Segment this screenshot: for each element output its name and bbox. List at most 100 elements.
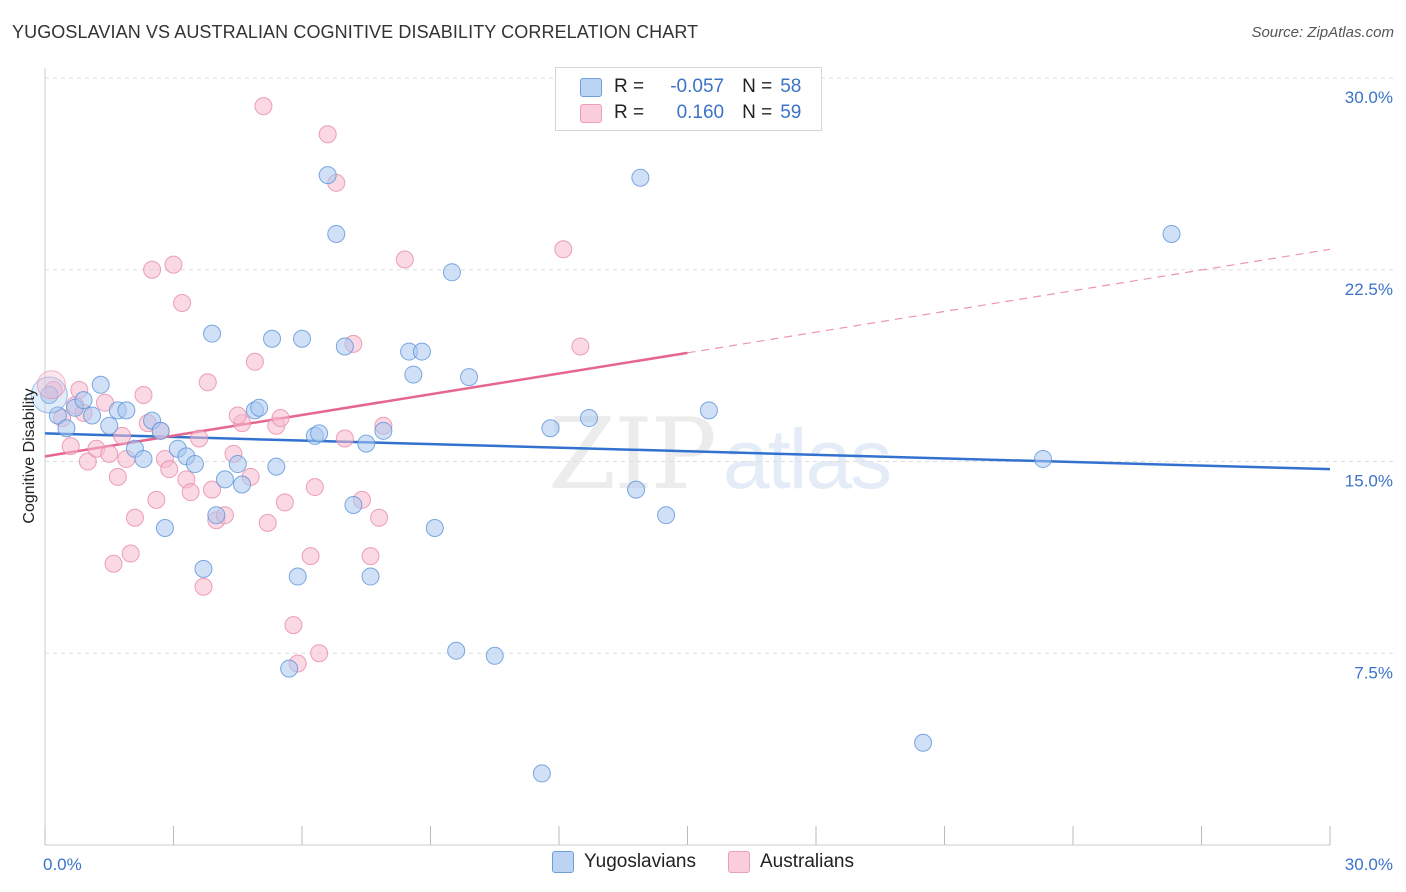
- series-swatch-blue: [552, 851, 575, 873]
- point-australian: [134, 386, 153, 405]
- legend-r-label: R =: [614, 102, 645, 123]
- chart-title: YUGOSLAVIAN VS AUSTRALIAN COGNITIVE DISA…: [12, 22, 699, 42]
- point-australian: [190, 429, 209, 448]
- point-australian: [125, 508, 144, 527]
- point-yugoslavian: [293, 329, 311, 348]
- series-legend-australians: Australians: [727, 851, 854, 873]
- point-yugoslavian: [412, 342, 431, 361]
- legend-n-value: 58: [780, 76, 802, 97]
- series-name: Australians: [759, 851, 854, 872]
- point-yugoslavian: [155, 518, 174, 537]
- point-australian: [305, 478, 324, 497]
- legend-r-label: R =: [614, 76, 645, 97]
- point-yugoslavian: [627, 480, 646, 499]
- point-australian: [554, 240, 573, 259]
- point-yugoslavian: [541, 419, 560, 438]
- point-yugoslavian: [914, 733, 933, 752]
- point-yugoslavian: [203, 324, 222, 343]
- point-australian: [275, 493, 294, 512]
- point-australian: [100, 444, 119, 463]
- point-yugoslavian: [228, 455, 247, 474]
- point-australian: [258, 513, 277, 532]
- point-australian-cluster: [36, 370, 66, 400]
- point-yugoslavian: [233, 475, 252, 494]
- point-yugoslavian: [335, 337, 354, 356]
- point-yugoslavian: [40, 386, 59, 405]
- point-yugoslavian: [263, 329, 282, 348]
- point-australian: [113, 426, 132, 445]
- point-australian: [271, 409, 290, 428]
- data-points: [30, 97, 1181, 783]
- point-yugoslavian: [485, 646, 504, 665]
- point-yugoslavian: [267, 457, 286, 476]
- point-yugoslavian: [327, 224, 346, 243]
- point-australian: [301, 547, 320, 566]
- point-australian: [203, 480, 222, 499]
- point-yugoslavian: [447, 641, 466, 660]
- legend-row-yugoslavians: R = -0.057 N = 58: [580, 75, 801, 99]
- point-australian: [194, 577, 213, 596]
- legend-n-value: 59: [780, 102, 802, 123]
- trend-line-0: [44, 432, 1331, 471]
- y-tick-label: 30.0%: [1345, 88, 1393, 107]
- series-legend: Yugoslavians Australians: [0, 851, 1406, 873]
- point-australian: [361, 547, 380, 566]
- trend-line-dashed-1: [687, 248, 1331, 354]
- point-yugoslavian: [442, 263, 461, 282]
- point-australian: [198, 373, 217, 392]
- point-australian: [254, 97, 273, 116]
- point-yugoslavian: [361, 567, 380, 586]
- legend-r-value: -0.057: [670, 76, 725, 97]
- y-axis-label: Cognitive Disability: [21, 388, 38, 523]
- point-australian: [228, 406, 247, 425]
- point-yugoslavian: [657, 506, 676, 525]
- point-australian: [245, 352, 264, 371]
- point-yugoslavian: [83, 406, 102, 425]
- series-name: Yugoslavians: [584, 851, 696, 872]
- point-yugoslavian: [1034, 449, 1053, 468]
- point-yugoslavian: [151, 421, 170, 440]
- point-australian: [284, 616, 303, 635]
- trend-line-solid-1: [44, 351, 688, 458]
- legend-swatch-blue: [580, 77, 602, 97]
- point-yugoslavian: [100, 416, 119, 435]
- legend-swatch-pink: [580, 103, 602, 123]
- point-yugoslavian: [357, 434, 376, 453]
- point-yugoslavian: [631, 168, 650, 187]
- point-yugoslavian: [194, 559, 213, 578]
- point-yugoslavian: [425, 518, 444, 537]
- point-yugoslavian: [404, 365, 423, 384]
- point-yugoslavian: [310, 424, 329, 443]
- point-yugoslavian: [374, 421, 393, 440]
- point-yugoslavian: [1162, 224, 1181, 243]
- point-yugoslavian: [280, 659, 299, 678]
- point-yugoslavian: [134, 449, 153, 468]
- series-legend-yugoslavians: Yugoslavians: [552, 851, 696, 873]
- point-yugoslavian-cluster: [30, 376, 68, 414]
- point-yugoslavian: [288, 567, 307, 586]
- point-australian: [160, 460, 179, 479]
- point-australian: [310, 644, 329, 663]
- point-yugoslavian: [91, 375, 110, 394]
- point-yugoslavian: [117, 401, 136, 420]
- point-australian: [147, 490, 166, 509]
- point-australian: [121, 544, 140, 563]
- source-label: Source: ZipAtlas.com: [1251, 24, 1394, 41]
- point-yugoslavian: [215, 470, 234, 489]
- point-australian: [143, 260, 162, 279]
- point-australian: [181, 483, 200, 502]
- point-australian: [61, 437, 80, 456]
- legend-n-label: N =: [742, 76, 773, 97]
- point-yugoslavian: [699, 401, 718, 420]
- trend-lines: [44, 248, 1331, 471]
- point-australian: [370, 508, 389, 527]
- point-yugoslavian: [250, 398, 269, 417]
- point-yugoslavian: [344, 495, 363, 514]
- y-tick-label: 15.0%: [1345, 472, 1393, 491]
- point-yugoslavian: [579, 409, 598, 428]
- y-tick-label: 22.5%: [1345, 280, 1393, 299]
- point-australian: [318, 125, 337, 144]
- legend-n-label: N =: [742, 102, 773, 123]
- correlation-legend: R = -0.057 N = 58 R = 0.160 N = 59: [555, 67, 822, 131]
